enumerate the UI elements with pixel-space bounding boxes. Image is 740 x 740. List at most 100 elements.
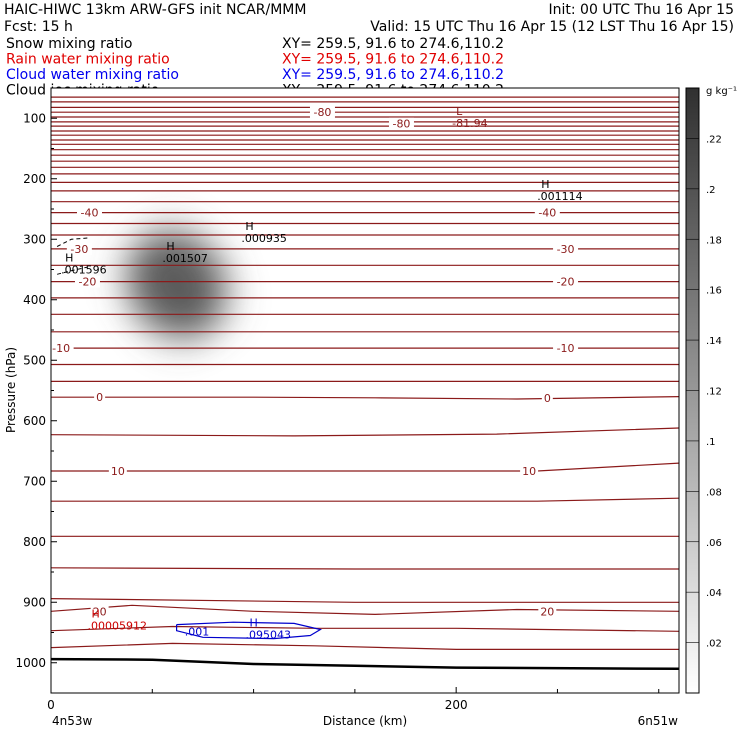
colorbar-tick-label: .06	[706, 538, 722, 549]
x-end-location: 6n51w	[638, 714, 679, 728]
field-xy: XY= 259.5, 91.6 to 274.6,110.2	[282, 36, 504, 52]
extremum-mark: L	[456, 105, 463, 118]
snow-dashed-line	[56, 266, 88, 275]
isotherm-label: -20	[78, 276, 96, 289]
temperature-contour-labels: -80 -80 -40 -40 -30 -30 -20 -20 -10 -10 0 0 10 10 20 20	[51, 106, 579, 618]
isotherm-label-bg	[90, 605, 109, 618]
extremum-value: .001114	[537, 190, 583, 203]
colorbar-ticks: .02 .04 .06 .08 .1 .12 .14 .16 .18 .2 .22	[686, 134, 722, 650]
cloud-water-label: .001	[185, 626, 210, 639]
extremum-value: .00005912	[87, 619, 146, 632]
isotherm-line	[51, 497, 679, 502]
isotherm-label-bg	[309, 106, 335, 119]
colorbar-tick-label: .16	[706, 286, 722, 297]
extremum-mark: H	[249, 616, 257, 629]
cloud-water-line	[176, 621, 322, 640]
colorbar-unit: g kg⁻¹	[706, 86, 737, 97]
y-tick-label: 300	[23, 232, 46, 246]
isotherm-label-bg	[94, 391, 106, 404]
isotherm-line	[51, 567, 679, 570]
isotherm-label: -20	[557, 276, 575, 289]
colorbar-tick-label: .12	[706, 387, 722, 398]
header-valid: Valid: 15 UTC Thu 16 Apr 15 (12 LST Thu …	[370, 19, 734, 35]
surface-contour-line	[51, 657, 679, 671]
cloud-water-contour: .001	[176, 621, 322, 640]
y-tick-label: 1000	[15, 656, 46, 670]
extremum-value: .000935	[241, 232, 287, 245]
isotherm-label-bg	[541, 391, 553, 404]
y-tick-label: 800	[23, 535, 46, 549]
isotherm-label: -30	[70, 243, 88, 256]
isotherm-line	[51, 598, 679, 603]
field-name: Snow mixing ratio	[6, 36, 132, 52]
extremum-value: -81.94	[452, 117, 487, 130]
x-tick-label: 200	[445, 698, 468, 712]
isotherm-label: 20	[93, 605, 107, 618]
isotherm-label: 20	[540, 605, 554, 618]
isotherm-label-bg	[76, 206, 102, 219]
isotherm-label-bg	[553, 242, 579, 255]
y-tick-label: 700	[23, 474, 46, 488]
black-contour	[51, 657, 679, 671]
extremum-mark: H	[166, 240, 174, 253]
x-axis: 0 200	[47, 687, 660, 712]
isotherm-label-bg	[51, 342, 74, 355]
isotherm-label-bg	[553, 275, 579, 288]
colorbar-tick-label: .1	[706, 437, 716, 448]
isotherm-label-bg	[388, 117, 414, 130]
isotherm-label-bg	[553, 342, 579, 355]
y-tick-label: 400	[23, 293, 46, 307]
x-axis-label: Distance (km)	[323, 714, 407, 728]
isotherm-line	[51, 462, 679, 472]
extremum-value: .001507	[162, 252, 208, 265]
colorbar-tick-label: .04	[706, 588, 722, 599]
isotherm-label: -80	[392, 118, 410, 131]
isotherm-label: -40	[538, 207, 556, 220]
snow-shading	[126, 230, 227, 339]
y-tick-label: 600	[23, 414, 46, 428]
y-axis: 100 200 300 400 500 600 700 800 900 1000	[15, 111, 57, 670]
field-xy: XY= 259.5, 91.6 to 274.6,110.2	[282, 52, 504, 68]
isotherm-label-bg	[534, 206, 560, 219]
snow-dashed-line	[56, 237, 88, 247]
extremum-value: .095043	[245, 628, 291, 641]
colorbar-tick-label: .22	[706, 134, 722, 145]
colorbar-tick-label: .02	[706, 639, 722, 650]
isotherm-label-bg	[108, 464, 127, 477]
isotherm-label: -30	[557, 243, 575, 256]
isotherm-label: -40	[81, 207, 99, 220]
extremum-mark: H	[65, 252, 73, 265]
y-axis-label: Pressure (hPa)	[4, 347, 18, 433]
isotherm-label-bg	[538, 605, 557, 618]
extrema-annotations: L-81.94H.001114H.000935H.001507H.001596H…	[61, 105, 583, 641]
y-tick-label: 200	[23, 172, 46, 186]
isotherm-label-bg	[520, 464, 539, 477]
header-title: HAIC-HIWC 13km ARW-GFS init NCAR/MMM	[4, 2, 306, 18]
header: HAIC-HIWC 13km ARW-GFS init NCAR/MMM Ini…	[4, 2, 734, 99]
isotherm-line	[51, 396, 679, 400]
colorbar-tick-label: .18	[706, 235, 722, 246]
isotherm-line	[51, 642, 679, 650]
extremum-mark: H	[245, 220, 253, 233]
y-tick-label: 100	[23, 111, 46, 125]
isotherm-label: -10	[52, 342, 70, 355]
colorbar-tick-label: .08	[706, 487, 722, 498]
field-xy: XY= 259.5, 91.6 to 274.6,110.2	[282, 67, 504, 83]
isotherm-line	[51, 427, 679, 437]
isotherm-label: -80	[313, 106, 331, 119]
isotherm-label: -10	[557, 342, 575, 355]
isotherm-label: 10	[111, 465, 125, 478]
header-forecast: Fcst: 15 h	[4, 19, 73, 35]
isotherm-label: 10	[522, 465, 536, 478]
header-init: Init: 00 UTC Thu 16 Apr 15	[548, 2, 734, 18]
isotherm-label: 0	[96, 391, 103, 404]
colorbar-tick-label: .2	[706, 185, 716, 196]
field-name: Rain water mixing ratio	[6, 52, 170, 68]
y-tick-label: 500	[23, 353, 46, 367]
colorbar-tick-label: .14	[706, 336, 722, 347]
extremum-mark: H	[91, 607, 99, 620]
x-tick-label: 0	[47, 698, 55, 712]
isotherm-label-bg	[74, 275, 100, 288]
extremum-value: .001596	[61, 264, 106, 277]
isotherm-label-bg	[66, 242, 92, 255]
